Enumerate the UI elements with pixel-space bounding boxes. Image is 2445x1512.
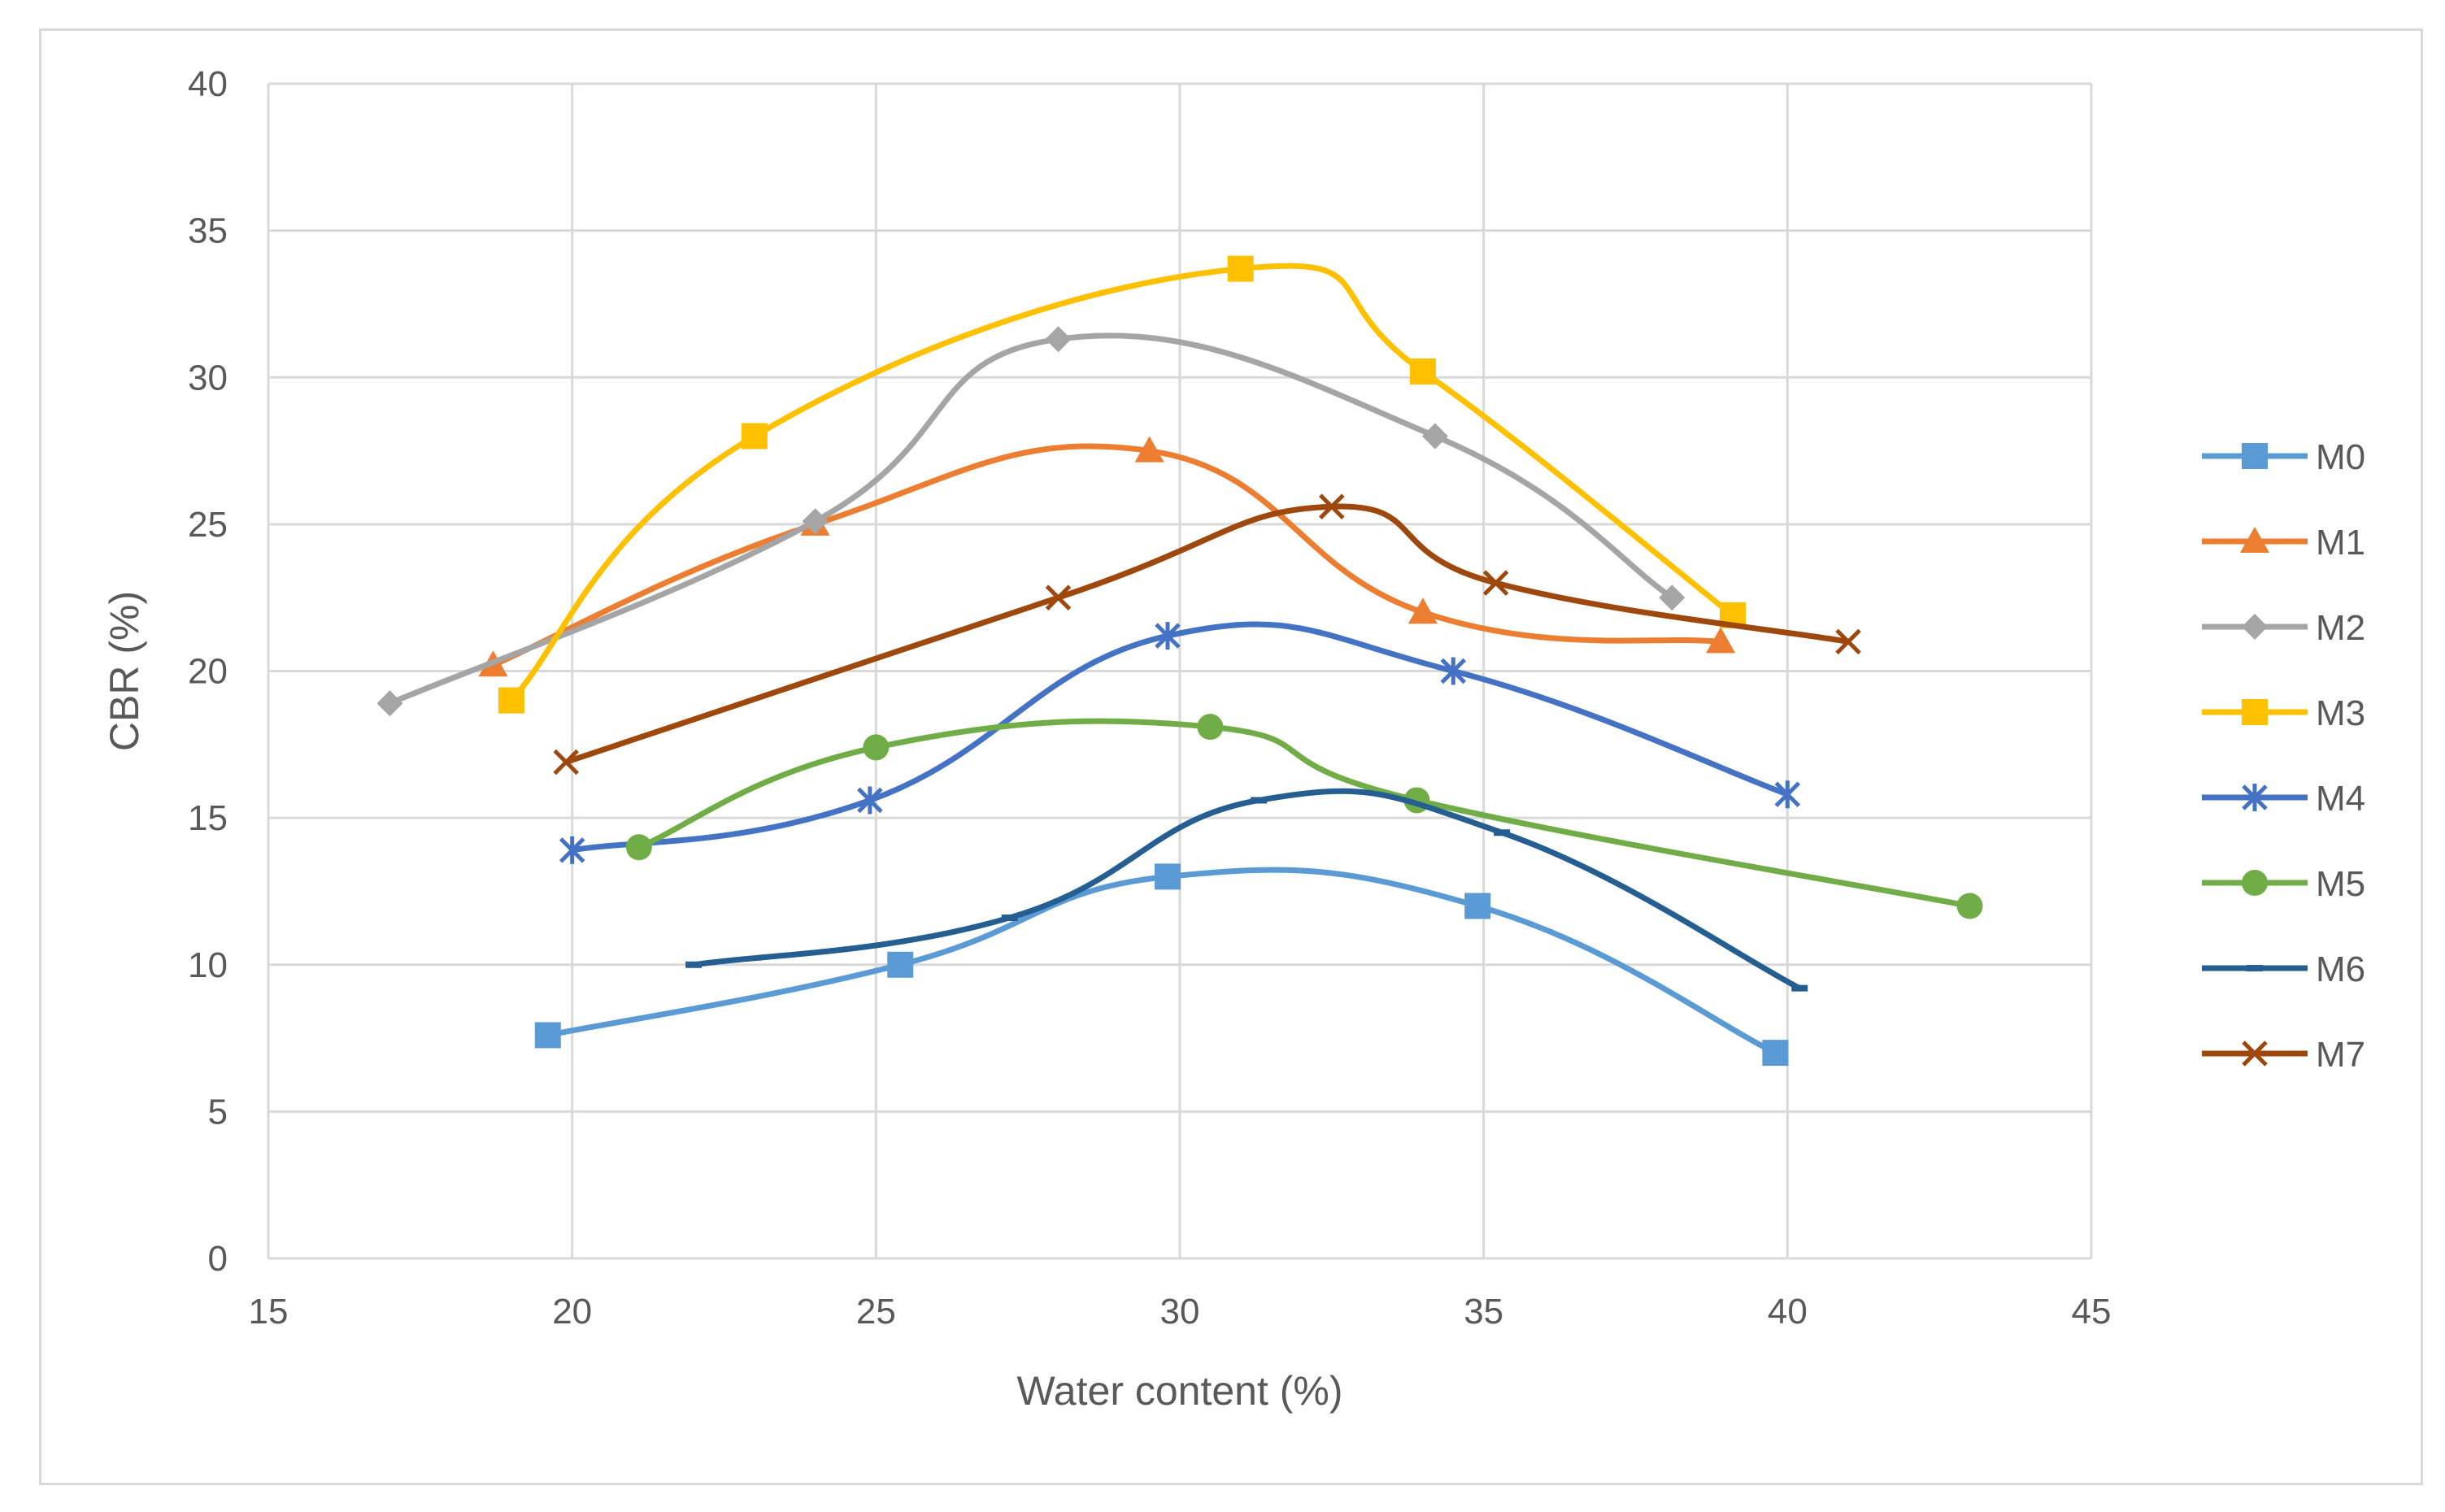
data-point-m0 <box>1762 1040 1789 1067</box>
legend-marker-m3 <box>2242 699 2268 725</box>
data-point-m4 <box>1155 622 1181 650</box>
data-point-m2 <box>1045 326 1072 353</box>
legend-marker-m5 <box>2242 870 2268 896</box>
legend-item-m4: M4 <box>2202 779 2365 819</box>
y-tick-label: 20 <box>188 652 228 692</box>
data-point-m3 <box>1227 255 1254 282</box>
plot-series <box>376 255 1983 1067</box>
data-point-m0 <box>1155 863 1181 890</box>
y-tick-label: 5 <box>208 1092 228 1132</box>
x-tick-label: 35 <box>1464 1292 1503 1332</box>
data-point-m4 <box>559 836 585 864</box>
series-m1 <box>478 436 1736 677</box>
data-point-m4 <box>1440 657 1467 685</box>
y-tick-label: 10 <box>188 945 228 985</box>
x-tick-label: 25 <box>856 1292 896 1332</box>
series-m4 <box>559 621 1801 864</box>
data-point-m5 <box>1197 714 1224 741</box>
legend: M0 M1 M2 M3 M4 M5 M6 M7 <box>2202 437 2365 1075</box>
data-point-m4 <box>1774 780 1801 809</box>
y-tick-label: 35 <box>188 211 228 251</box>
x-axis-title: Water content (%) <box>1016 1368 1342 1414</box>
series-m7 <box>553 493 1861 776</box>
data-point-m5 <box>863 734 890 761</box>
data-point-m2 <box>1659 584 1686 611</box>
series-line-m5 <box>636 718 1973 909</box>
data-point-m1 <box>1134 436 1164 463</box>
data-point-m1 <box>1706 627 1736 654</box>
data-point-m0 <box>534 1022 561 1049</box>
legend-marker-m0 <box>2242 443 2268 469</box>
y-tick-label: 15 <box>188 798 228 838</box>
series-line-m2 <box>386 332 1675 706</box>
y-axis-title: CBR (%) <box>102 591 147 751</box>
data-point-m7 <box>1319 493 1345 519</box>
marker-stroke <box>1835 628 1861 655</box>
data-point-m2 <box>376 690 403 717</box>
grid-lines <box>267 82 2093 1260</box>
y-tick-label: 40 <box>188 64 228 104</box>
legend-label-m4: M4 <box>2316 779 2365 819</box>
legend-item-m7: M7 <box>2202 1035 2365 1075</box>
legend-label-m3: M3 <box>2316 693 2365 733</box>
legend-item-m2: M2 <box>2202 608 2365 648</box>
axes: 15 20 25 30 35 40 45 0 5 10 15 20 25 30 35 40 <box>188 64 2111 1332</box>
data-point-m7 <box>1045 584 1072 610</box>
data-point-m0 <box>1464 893 1491 919</box>
x-tick-label: 45 <box>2072 1292 2112 1332</box>
legend-item-m3: M3 <box>2202 693 2365 733</box>
series-m5 <box>625 714 1983 919</box>
x-tick-label: 15 <box>249 1292 289 1332</box>
marker-stroke <box>553 749 579 776</box>
data-point-m2 <box>1421 423 1448 450</box>
data-point-m3 <box>1409 358 1436 385</box>
x-tick-label: 40 <box>1768 1292 1808 1332</box>
series-line-m1 <box>490 443 1724 668</box>
legend-marker-m4 <box>2242 784 2268 811</box>
data-point-m5 <box>1956 893 1983 919</box>
legend-label-m6: M6 <box>2316 949 2365 989</box>
legend-item-m0: M0 <box>2202 437 2365 477</box>
data-point-m5 <box>625 834 652 861</box>
series-line-m6 <box>690 788 1803 992</box>
y-tick-label: 30 <box>188 358 228 398</box>
legend-item-m6: M6 <box>2202 949 2365 989</box>
data-point-m1 <box>1407 597 1438 624</box>
legend-label-m5: M5 <box>2316 864 2365 904</box>
data-point-m3 <box>741 423 768 450</box>
series-m0 <box>534 863 1789 1067</box>
marker-stroke <box>1482 570 1509 596</box>
marker-stroke <box>1045 584 1072 610</box>
data-point-m2 <box>802 508 829 535</box>
marker-stroke <box>1319 493 1345 519</box>
data-point-m3 <box>498 687 524 714</box>
legend-item-m1: M1 <box>2202 523 2365 563</box>
x-tick-label: 30 <box>1160 1292 1200 1332</box>
legend-label-m7: M7 <box>2316 1035 2365 1075</box>
legend-label-m1: M1 <box>2316 523 2365 563</box>
x-tick-label: 20 <box>552 1292 592 1332</box>
data-point-m7 <box>1835 628 1861 655</box>
data-point-m7 <box>1482 570 1509 596</box>
series-line-m7 <box>563 503 1851 765</box>
legend-marker-m7 <box>2242 1041 2268 1067</box>
data-point-m4 <box>857 786 883 815</box>
series-m2 <box>376 326 1686 717</box>
legend-item-m5: M5 <box>2202 864 2365 904</box>
marker-stroke <box>2242 1041 2268 1067</box>
legend-marker-m2 <box>2242 614 2268 640</box>
y-tick-label: 25 <box>188 505 228 545</box>
y-tick-label: 0 <box>208 1239 228 1279</box>
series-m6 <box>685 788 1808 992</box>
legend-label-m0: M0 <box>2316 437 2365 477</box>
data-point-m0 <box>887 951 914 978</box>
data-point-m7 <box>553 749 579 776</box>
series-m3 <box>498 255 1747 714</box>
legend-marker-m1 <box>2240 527 2269 553</box>
legend-label-m2: M2 <box>2316 608 2365 648</box>
